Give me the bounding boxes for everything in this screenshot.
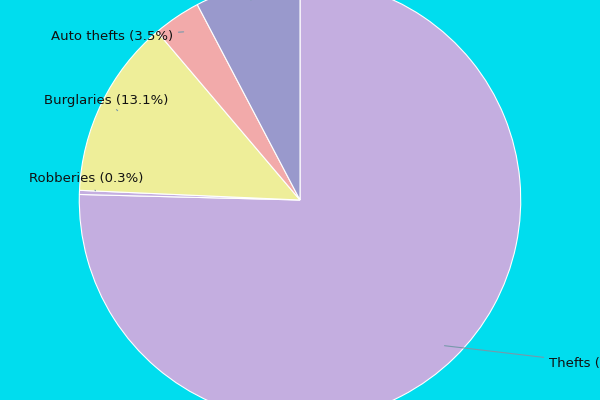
- Wedge shape: [79, 0, 521, 400]
- Text: Crimes by type - 2013: Crimes by type - 2013: [171, 33, 429, 53]
- Wedge shape: [197, 0, 300, 200]
- Text: Thefts (75.4%): Thefts (75.4%): [445, 346, 600, 370]
- Text: Burglaries (13.1%): Burglaries (13.1%): [44, 94, 168, 111]
- Wedge shape: [79, 32, 300, 200]
- Text: Robberies (0.3%): Robberies (0.3%): [29, 172, 144, 191]
- Wedge shape: [79, 190, 300, 200]
- Text: ⓘ City-Data.com: ⓘ City-Data.com: [373, 50, 467, 64]
- Wedge shape: [157, 5, 300, 200]
- Text: Auto thefts (3.5%): Auto thefts (3.5%): [51, 30, 184, 43]
